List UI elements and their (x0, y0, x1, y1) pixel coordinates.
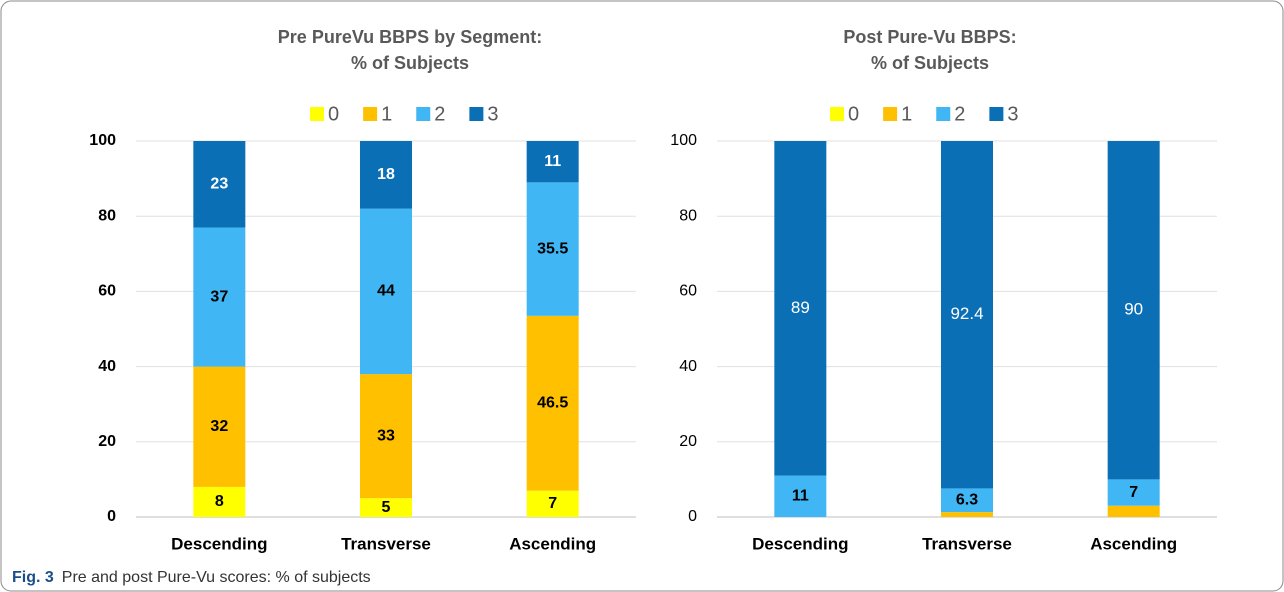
y-tick-label: 40 (98, 358, 116, 375)
bar-segment (1107, 141, 1160, 480)
bar-segment (941, 512, 993, 517)
bar-segment (941, 488, 993, 513)
y-tick-label: 60 (679, 283, 697, 300)
bar-segment (1107, 505, 1160, 517)
data-label: 23 (210, 175, 228, 192)
bar-segment (193, 141, 246, 228)
legend-label: 1 (901, 103, 912, 125)
x-tick-label: Descending (752, 534, 848, 553)
x-tick-label: Transverse (922, 534, 1012, 553)
bar-segment (193, 366, 246, 487)
bar-segment (360, 498, 412, 517)
data-label: 32 (210, 418, 228, 435)
legend-label: 2 (434, 103, 445, 125)
data-label: 18 (377, 166, 395, 183)
y-tick-label: 100 (89, 132, 116, 149)
data-label: 90 (1124, 300, 1143, 319)
bar-segment (526, 182, 579, 316)
x-tick-label: Ascending (509, 534, 596, 553)
legend-label: 2 (954, 103, 965, 125)
bar-segment (360, 208, 412, 375)
chart: Post Pure-Vu BBPS:% of Subjects020406080… (670, 27, 1217, 553)
legend-swatch (830, 107, 844, 121)
y-tick-label: 80 (98, 207, 116, 224)
chart-subtitle: % of Subjects (351, 53, 469, 73)
caption-text: Pre and post Pure-Vu scores: % of subjec… (62, 569, 371, 586)
y-tick-label: 0 (688, 508, 697, 525)
legend-swatch (310, 107, 324, 121)
bar-segment (360, 374, 412, 499)
legend-label: 1 (381, 103, 392, 125)
x-tick-label: Transverse (341, 534, 431, 553)
data-label: 44 (377, 283, 395, 300)
y-tick-label: 0 (107, 508, 116, 525)
bar-segment (526, 315, 579, 491)
data-label: 6.3 (956, 491, 978, 508)
chart-subtitle: % of Subjects (871, 53, 989, 73)
legend-swatch (469, 107, 484, 121)
bar-segment (193, 486, 246, 517)
y-tick-label: 80 (679, 207, 697, 224)
bar-segment (774, 475, 827, 517)
y-tick-label: 20 (679, 433, 697, 450)
y-tick-label: 40 (679, 358, 697, 375)
legend-swatch (363, 107, 378, 121)
data-label: 92.4 (950, 304, 983, 323)
bar-segment (193, 227, 246, 367)
y-tick-label: 20 (98, 433, 116, 450)
legend-swatch (416, 107, 431, 121)
data-label: 5 (382, 499, 391, 516)
y-tick-label: 100 (670, 132, 697, 149)
bar-segment (774, 141, 827, 476)
data-label: 46.5 (537, 394, 568, 411)
y-tick-label: 60 (98, 283, 116, 300)
bar-segment (526, 490, 579, 517)
chart-title: Pre PureVu BBPS by Segment: (278, 27, 542, 47)
bar-segment (526, 141, 579, 183)
legend-label: 0 (328, 103, 339, 125)
legend: 0 1 2 3 (310, 103, 499, 125)
bar-segment (360, 141, 412, 209)
data-label: 11 (792, 488, 809, 505)
legend-label: 0 (848, 103, 859, 125)
legend-swatch (936, 107, 951, 121)
data-label: 35.5 (537, 240, 568, 257)
data-label: 33 (377, 427, 395, 444)
x-tick-label: Ascending (1090, 534, 1177, 553)
data-label: 11 (544, 153, 561, 170)
legend-label: 3 (1007, 103, 1018, 125)
data-label: 7 (1129, 484, 1138, 501)
bar-segment (1107, 479, 1160, 506)
legend-swatch (883, 107, 898, 121)
caption-label: Fig. 3 (12, 569, 54, 586)
chart: Pre PureVu BBPS by Segment: % of Subjects… (89, 27, 636, 553)
chart-title: Post Pure-Vu BBPS: (843, 27, 1016, 47)
data-label: 89 (791, 298, 810, 317)
legend-swatch (989, 107, 1004, 121)
data-label: 8 (215, 493, 224, 510)
bar-segment (941, 141, 993, 489)
legend: 0 1 2 3 (830, 103, 1019, 125)
legend-label: 3 (487, 103, 498, 125)
x-tick-label: Descending (171, 534, 267, 553)
data-label: 37 (210, 288, 228, 305)
data-label: 7 (548, 495, 557, 512)
